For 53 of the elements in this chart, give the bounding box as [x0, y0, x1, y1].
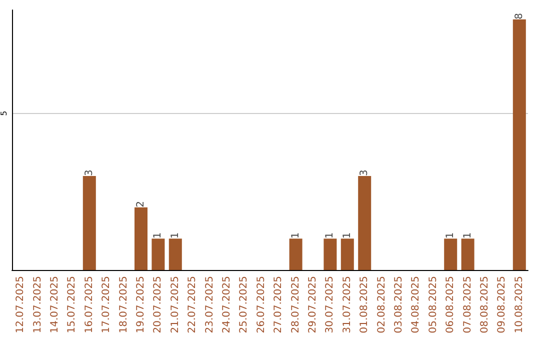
x-tick-label: 31.07.2025 [342, 276, 353, 334]
bar [82, 176, 96, 270]
x-tick-label: 29.07.2025 [308, 276, 318, 334]
data-label: 2 [136, 200, 146, 208]
x-tick-label: 26.07.2025 [256, 276, 267, 334]
x-tick-label: 25.07.2025 [238, 276, 250, 334]
x-tick-label: 09.08.2025 [496, 276, 508, 334]
bar [168, 238, 182, 270]
bar [444, 238, 458, 270]
x-tick-label: 28.07.2025 [290, 276, 302, 334]
data-label: 1 [342, 232, 353, 239]
bar [358, 176, 372, 270]
data-label: 1 [152, 232, 164, 239]
x-tick-label: 21.07.2025 [170, 276, 181, 334]
x-tick-label: 03.08.2025 [394, 276, 404, 334]
x-tick-label: 15.07.2025 [66, 276, 78, 334]
x-tick-label: 23.07.2025 [204, 276, 216, 334]
x-tick-label: 30.07.2025 [324, 276, 336, 334]
x-tick-label: 16.07.2025 [84, 276, 95, 334]
bar [289, 238, 302, 270]
data-label: 1 [170, 232, 181, 239]
data-label: 1 [324, 232, 336, 239]
bar [340, 238, 354, 270]
data-label: 1 [462, 232, 474, 239]
bar [461, 238, 474, 270]
bar [152, 238, 165, 270]
x-tick-label: 08.08.2025 [480, 276, 490, 334]
bar [512, 19, 526, 270]
data-label: 1 [290, 232, 302, 239]
x-tick-label: 01.08.2025 [359, 276, 370, 334]
data-label: 3 [84, 170, 95, 176]
x-tick-label: 06.08.2025 [445, 276, 456, 334]
x-tick-label: 14.07.2025 [50, 276, 60, 334]
x-tick-label: 24.07.2025 [222, 276, 232, 334]
bar [134, 207, 148, 270]
x-tick-label: 10.08.2025 [514, 276, 525, 334]
x-tick-label: 02.08.2025 [376, 276, 388, 334]
data-label: 3 [359, 170, 370, 176]
y-tick-label: 5 [0, 110, 8, 116]
x-tick-label: 19.07.2025 [136, 276, 146, 334]
x-tick-label: 07.08.2025 [462, 276, 474, 334]
x-tick-label: 12.07.2025 [15, 276, 26, 334]
x-tick-label: 17.07.2025 [101, 276, 112, 334]
bar [324, 238, 337, 270]
data-label: 1 [445, 232, 456, 239]
x-tick-label: 20.07.2025 [152, 276, 164, 334]
data-label: 8 [514, 13, 525, 20]
x-tick-label: 04.08.2025 [410, 276, 422, 334]
x-tick-label: 27.07.2025 [273, 276, 284, 334]
x-tick-label: 05.08.2025 [428, 276, 439, 334]
x-tick-label: 13.07.2025 [32, 276, 44, 334]
x-tick-label: 18.07.2025 [118, 276, 130, 334]
x-tick-label: 22.07.2025 [187, 276, 198, 334]
